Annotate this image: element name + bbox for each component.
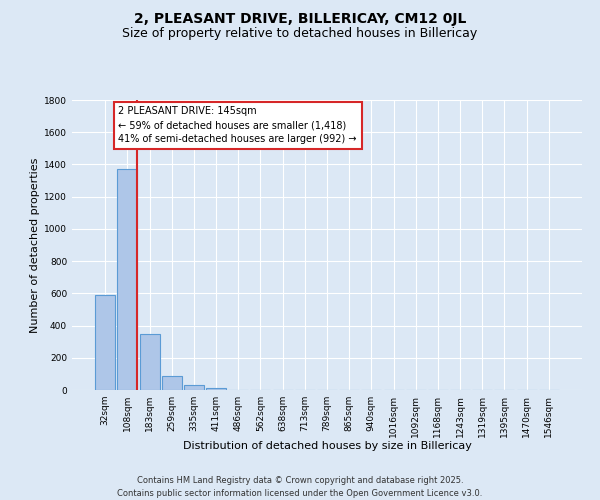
Text: Contains HM Land Registry data © Crown copyright and database right 2025.
Contai: Contains HM Land Registry data © Crown c… — [118, 476, 482, 498]
Bar — [184, 386, 204, 390]
Text: 2, PLEASANT DRIVE, BILLERICAY, CM12 0JL: 2, PLEASANT DRIVE, BILLERICAY, CM12 0JL — [134, 12, 466, 26]
Bar — [140, 334, 160, 390]
Text: 2 PLEASANT DRIVE: 145sqm
← 59% of detached houses are smaller (1,418)
41% of sem: 2 PLEASANT DRIVE: 145sqm ← 59% of detach… — [118, 106, 357, 144]
Bar — [118, 170, 137, 390]
Bar — [162, 376, 182, 390]
X-axis label: Distribution of detached houses by size in Billericay: Distribution of detached houses by size … — [182, 441, 472, 451]
Bar — [95, 295, 115, 390]
Bar — [206, 388, 226, 390]
Y-axis label: Number of detached properties: Number of detached properties — [30, 158, 40, 332]
Text: Size of property relative to detached houses in Billericay: Size of property relative to detached ho… — [122, 28, 478, 40]
